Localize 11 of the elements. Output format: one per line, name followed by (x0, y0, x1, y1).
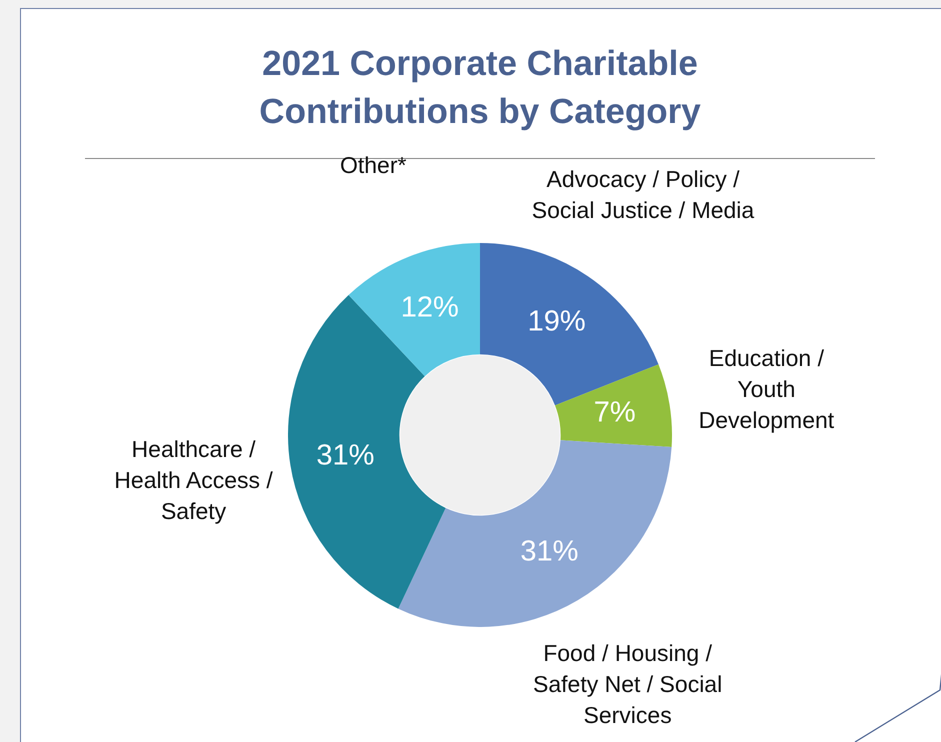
slice-label: Food / Housing / Safety Net / Social Services (532, 639, 724, 730)
slice-label: Education / Youth Development (698, 344, 836, 436)
chart-title: 2021 Corporate Charitable Contributions by Category (258, 43, 702, 133)
data-label: 12% (400, 291, 459, 324)
data-label: 19% (528, 305, 586, 338)
data-label: 31% (316, 439, 374, 472)
data-label: 7% (594, 396, 636, 429)
slice-label: Advocacy / Policy / Social Justice / Media (530, 165, 756, 226)
data-label: 31% (520, 535, 578, 568)
slice-label: Other* (338, 150, 408, 180)
slice-label: Healthcare / Health Access / Safety (113, 434, 274, 526)
